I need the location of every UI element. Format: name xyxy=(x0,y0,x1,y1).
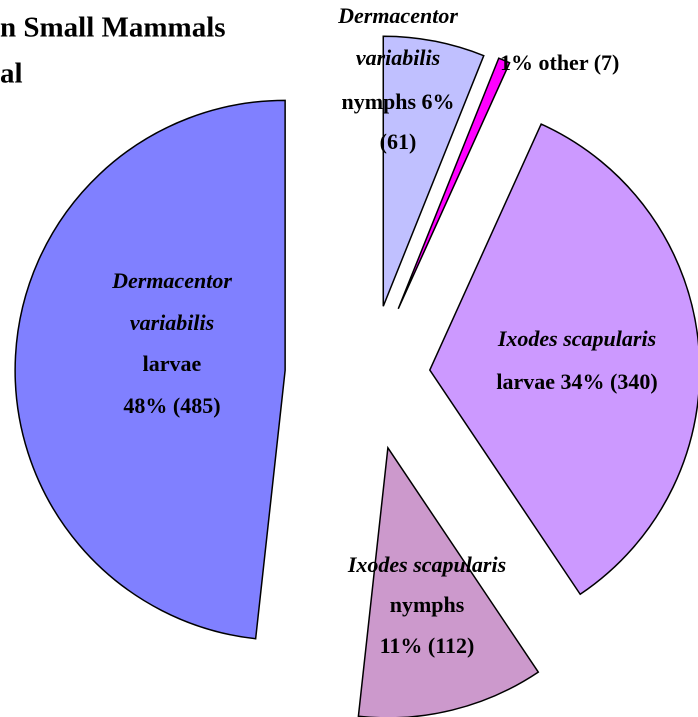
label-part: (112) xyxy=(428,633,474,658)
pie-slice xyxy=(428,123,698,596)
species-name: Dermacentor xyxy=(111,268,232,293)
label-part: nymphs xyxy=(341,89,416,114)
species-name: variabilis xyxy=(356,45,440,70)
species-name: Ixodes scapularis xyxy=(497,326,656,351)
slice-label: (61) xyxy=(380,129,417,154)
label-part: other xyxy=(539,50,589,75)
slice-label: Dermacentor xyxy=(111,268,232,293)
slice-label: variabilis xyxy=(356,45,440,70)
slice-label: larvae xyxy=(143,351,202,376)
pie-slice xyxy=(357,445,540,717)
label-part: larvae xyxy=(143,351,202,376)
pie-slice xyxy=(397,57,511,310)
slice-label: Ixodes scapularis xyxy=(347,552,506,577)
pie-slice xyxy=(14,99,286,640)
pie-slice xyxy=(382,35,485,307)
slice-label: nymphs 6% xyxy=(341,89,454,114)
chart-title: n Small Mammals xyxy=(0,12,226,44)
slice-label: nymphs xyxy=(390,592,465,617)
label-part: (61) xyxy=(380,129,417,154)
species-name: Dermacentor xyxy=(337,3,458,28)
slice-label: larvae 34% (340) xyxy=(496,369,657,394)
label-part: 1% xyxy=(500,50,533,75)
label-part: (485) xyxy=(173,393,221,418)
label-part: (7) xyxy=(594,50,620,75)
label-part: 6% xyxy=(422,89,455,114)
slice-label: variabilis xyxy=(130,310,214,335)
label-part: (340) xyxy=(610,369,658,394)
slice-label: 48% (485) xyxy=(123,393,220,418)
slice-label: Ixodes scapularis xyxy=(497,326,656,351)
label-part: 11% xyxy=(380,633,423,658)
label-part: larvae xyxy=(496,369,555,394)
slice-label: 1% other (7) xyxy=(500,50,619,75)
species-name: variabilis xyxy=(130,310,214,335)
label-part: 34% xyxy=(561,369,605,394)
label-part: nymphs xyxy=(390,592,465,617)
slice-label: 11% (112) xyxy=(380,633,475,658)
chart-title: al xyxy=(0,58,23,90)
label-part: 48% xyxy=(123,393,167,418)
species-name: Ixodes scapularis xyxy=(347,552,506,577)
slice-label: Dermacentor xyxy=(337,3,458,28)
